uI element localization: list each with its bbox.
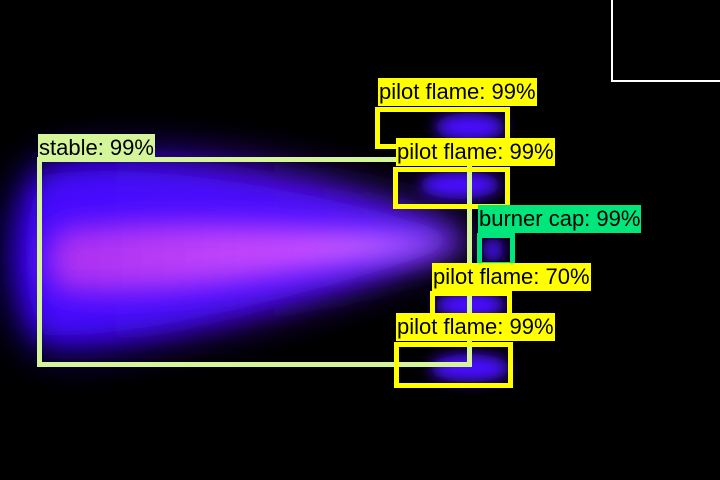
detection-label-pilot-flame-3: pilot flame: 70% — [432, 263, 591, 291]
detection-box-pilot-flame-2 — [393, 167, 510, 209]
detection-box-burner-cap — [477, 233, 515, 267]
flame-core — [48, 223, 470, 292]
inset-frame — [611, 0, 720, 82]
pilot-flame-glow-2 — [420, 171, 500, 199]
detection-box-stable — [37, 157, 472, 367]
detection-label-pilot-flame-2: pilot flame: 99% — [396, 138, 555, 166]
detection-label-stable: stable: 99% — [38, 134, 155, 162]
burner-cap-glow — [483, 238, 503, 262]
pilot-flame-glow-4 — [430, 354, 510, 382]
detection-label-pilot-flame-1: pilot flame: 99% — [378, 78, 537, 106]
pilot-flame-glow-1 — [435, 113, 505, 141]
detection-label-burner-cap: burner cap: 99% — [478, 205, 642, 233]
detection-label-pilot-flame-4: pilot flame: 99% — [396, 313, 555, 341]
detection-box-pilot-flame-4 — [394, 342, 513, 388]
